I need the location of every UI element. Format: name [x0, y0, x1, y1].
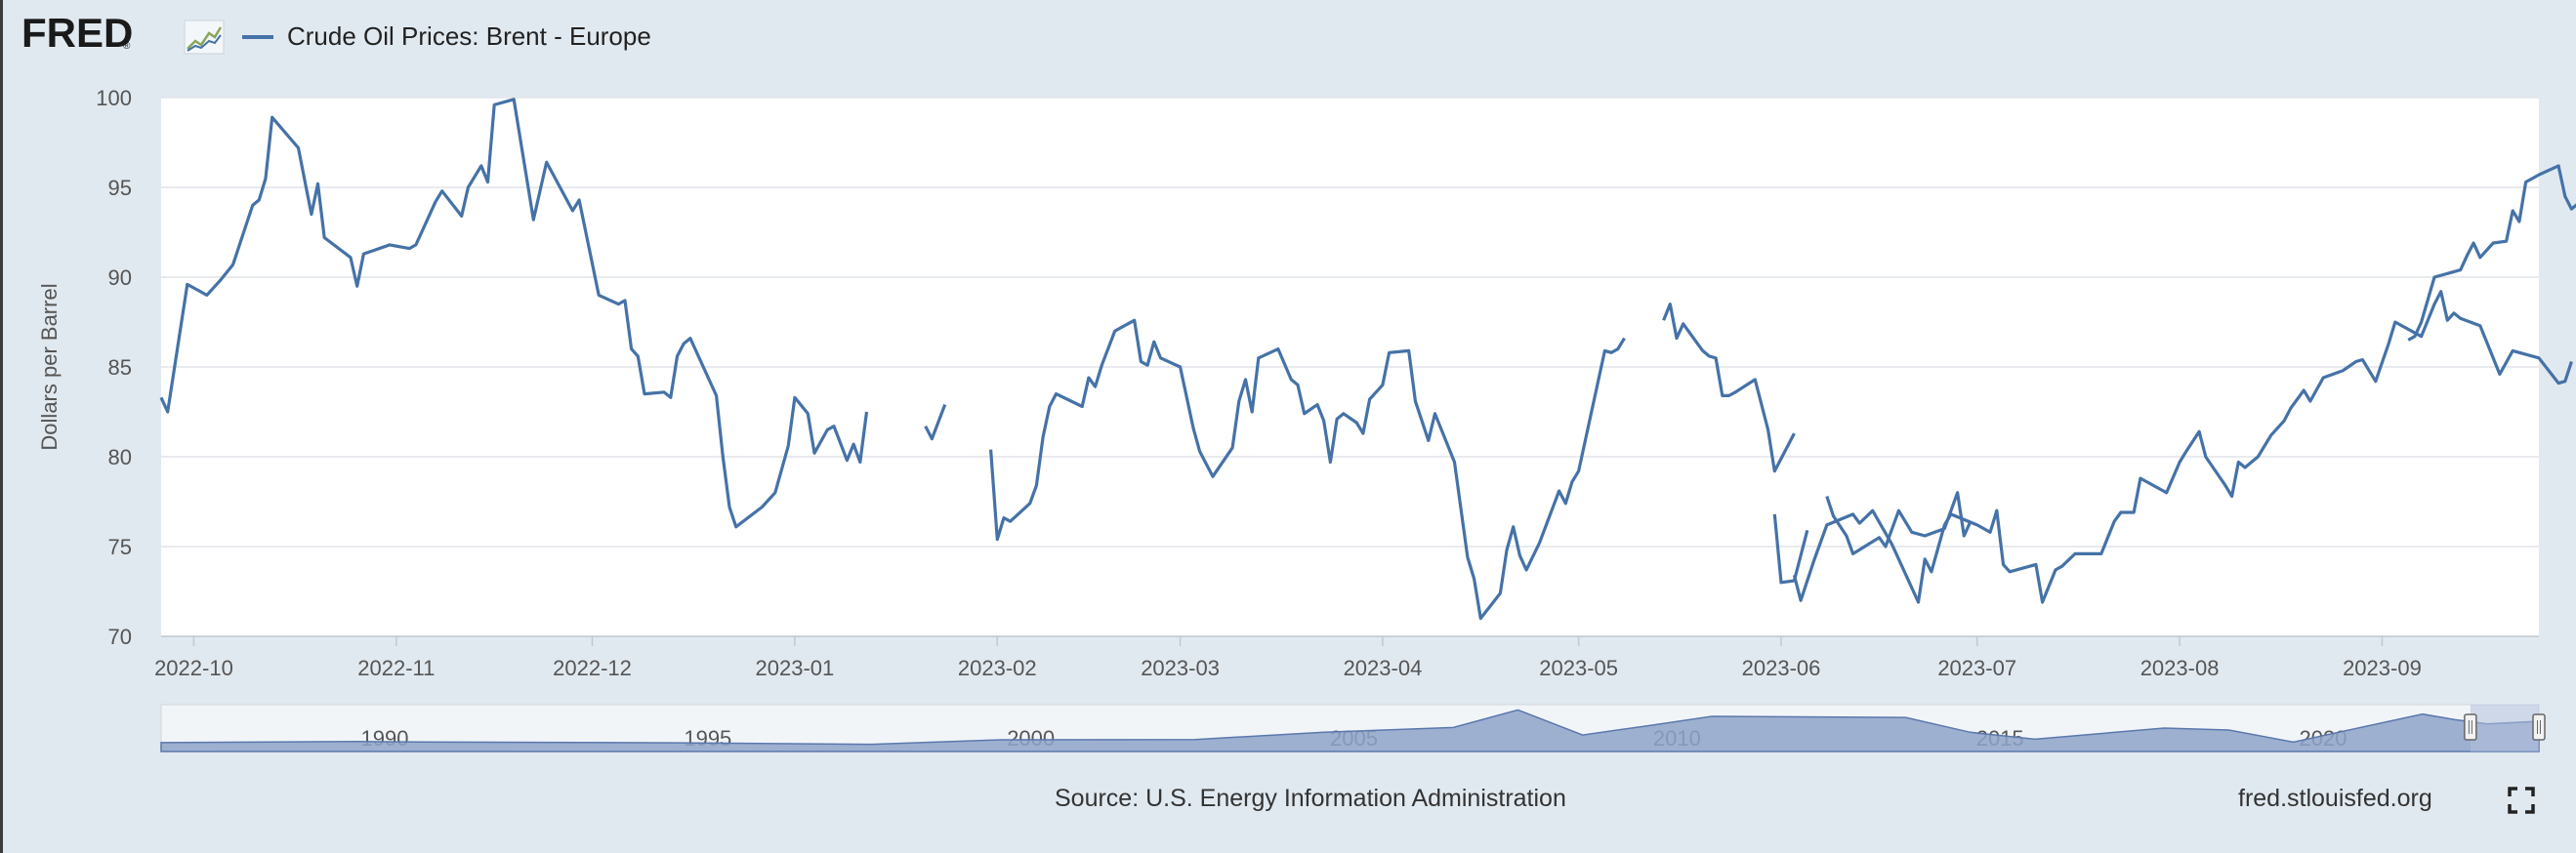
navigator-series-area: [160, 709, 2540, 752]
fullscreen-icon[interactable]: [2508, 787, 2535, 814]
x-tick-label: 2023-02: [958, 656, 1037, 680]
fred-logo[interactable]: FRED ®: [21, 10, 139, 60]
navigator-left-handle: [2464, 713, 2477, 741]
logo-text: FRED: [21, 16, 133, 55]
source-text: Source: U.S. Energy Information Administ…: [1055, 785, 1566, 812]
x-tick-label: 2023-04: [1344, 656, 1423, 680]
y-tick-label: 75: [108, 535, 132, 559]
x-tick-label: 2023-07: [1937, 656, 2016, 680]
navigator-right-handle: [2532, 713, 2546, 741]
series-line-segment: [159, 98, 869, 529]
x-tick-label: 2023-01: [756, 656, 835, 680]
y-tick-label: 95: [108, 176, 132, 200]
y-tick-label: 90: [108, 265, 132, 290]
x-tick-label: 2023-09: [2343, 656, 2422, 680]
y-axis-label: Dollars per Barrel: [37, 283, 62, 450]
y-tick-label: 70: [108, 625, 132, 649]
x-tick-label: 2022-12: [553, 656, 632, 680]
series-line-segment: [1662, 303, 1796, 473]
y-tick-label: 85: [108, 355, 132, 380]
series-line-segment: [1772, 513, 1809, 585]
series-line-segment: [2407, 164, 2576, 342]
x-tick-label: 2023-03: [1141, 656, 1220, 680]
legend-line-swatch: [242, 34, 273, 39]
series-line-segment: [1792, 290, 2573, 604]
x-tick-label: 2022-11: [357, 656, 435, 680]
navigator-selection: [2470, 705, 2539, 751]
plot-area[interactable]: 70 75 80 85 90 95 100 Dollars per Barrel 2022-10…: [37, 86, 2576, 680]
fred-logo-svg: FRED ®: [21, 10, 133, 56]
series-line-segment: [924, 404, 947, 441]
x-tick-label: 2023-06: [1742, 656, 1821, 680]
y-tick-label: 80: [108, 445, 132, 469]
series-line-segment: [989, 318, 1626, 621]
logo-registered: ®: [123, 41, 131, 52]
site-link[interactable]: fred.stlouisfed.org: [2238, 785, 2432, 812]
legend[interactable]: Crude Oil Prices: Brent - Europe: [242, 21, 651, 52]
series-line-segment: [1825, 491, 1973, 556]
x-tick-label: 2023-08: [2140, 656, 2220, 680]
legend-label: Crude Oil Prices: Brent - Europe: [287, 21, 651, 51]
x-tick-label: 2022-10: [154, 656, 233, 680]
navigator[interactable]: 1990199520002005201020152020: [160, 704, 2546, 752]
y-tick-label: 100: [96, 86, 132, 110]
x-tick-label: 2023-05: [1539, 656, 1618, 680]
graph-icon: [184, 20, 225, 55]
